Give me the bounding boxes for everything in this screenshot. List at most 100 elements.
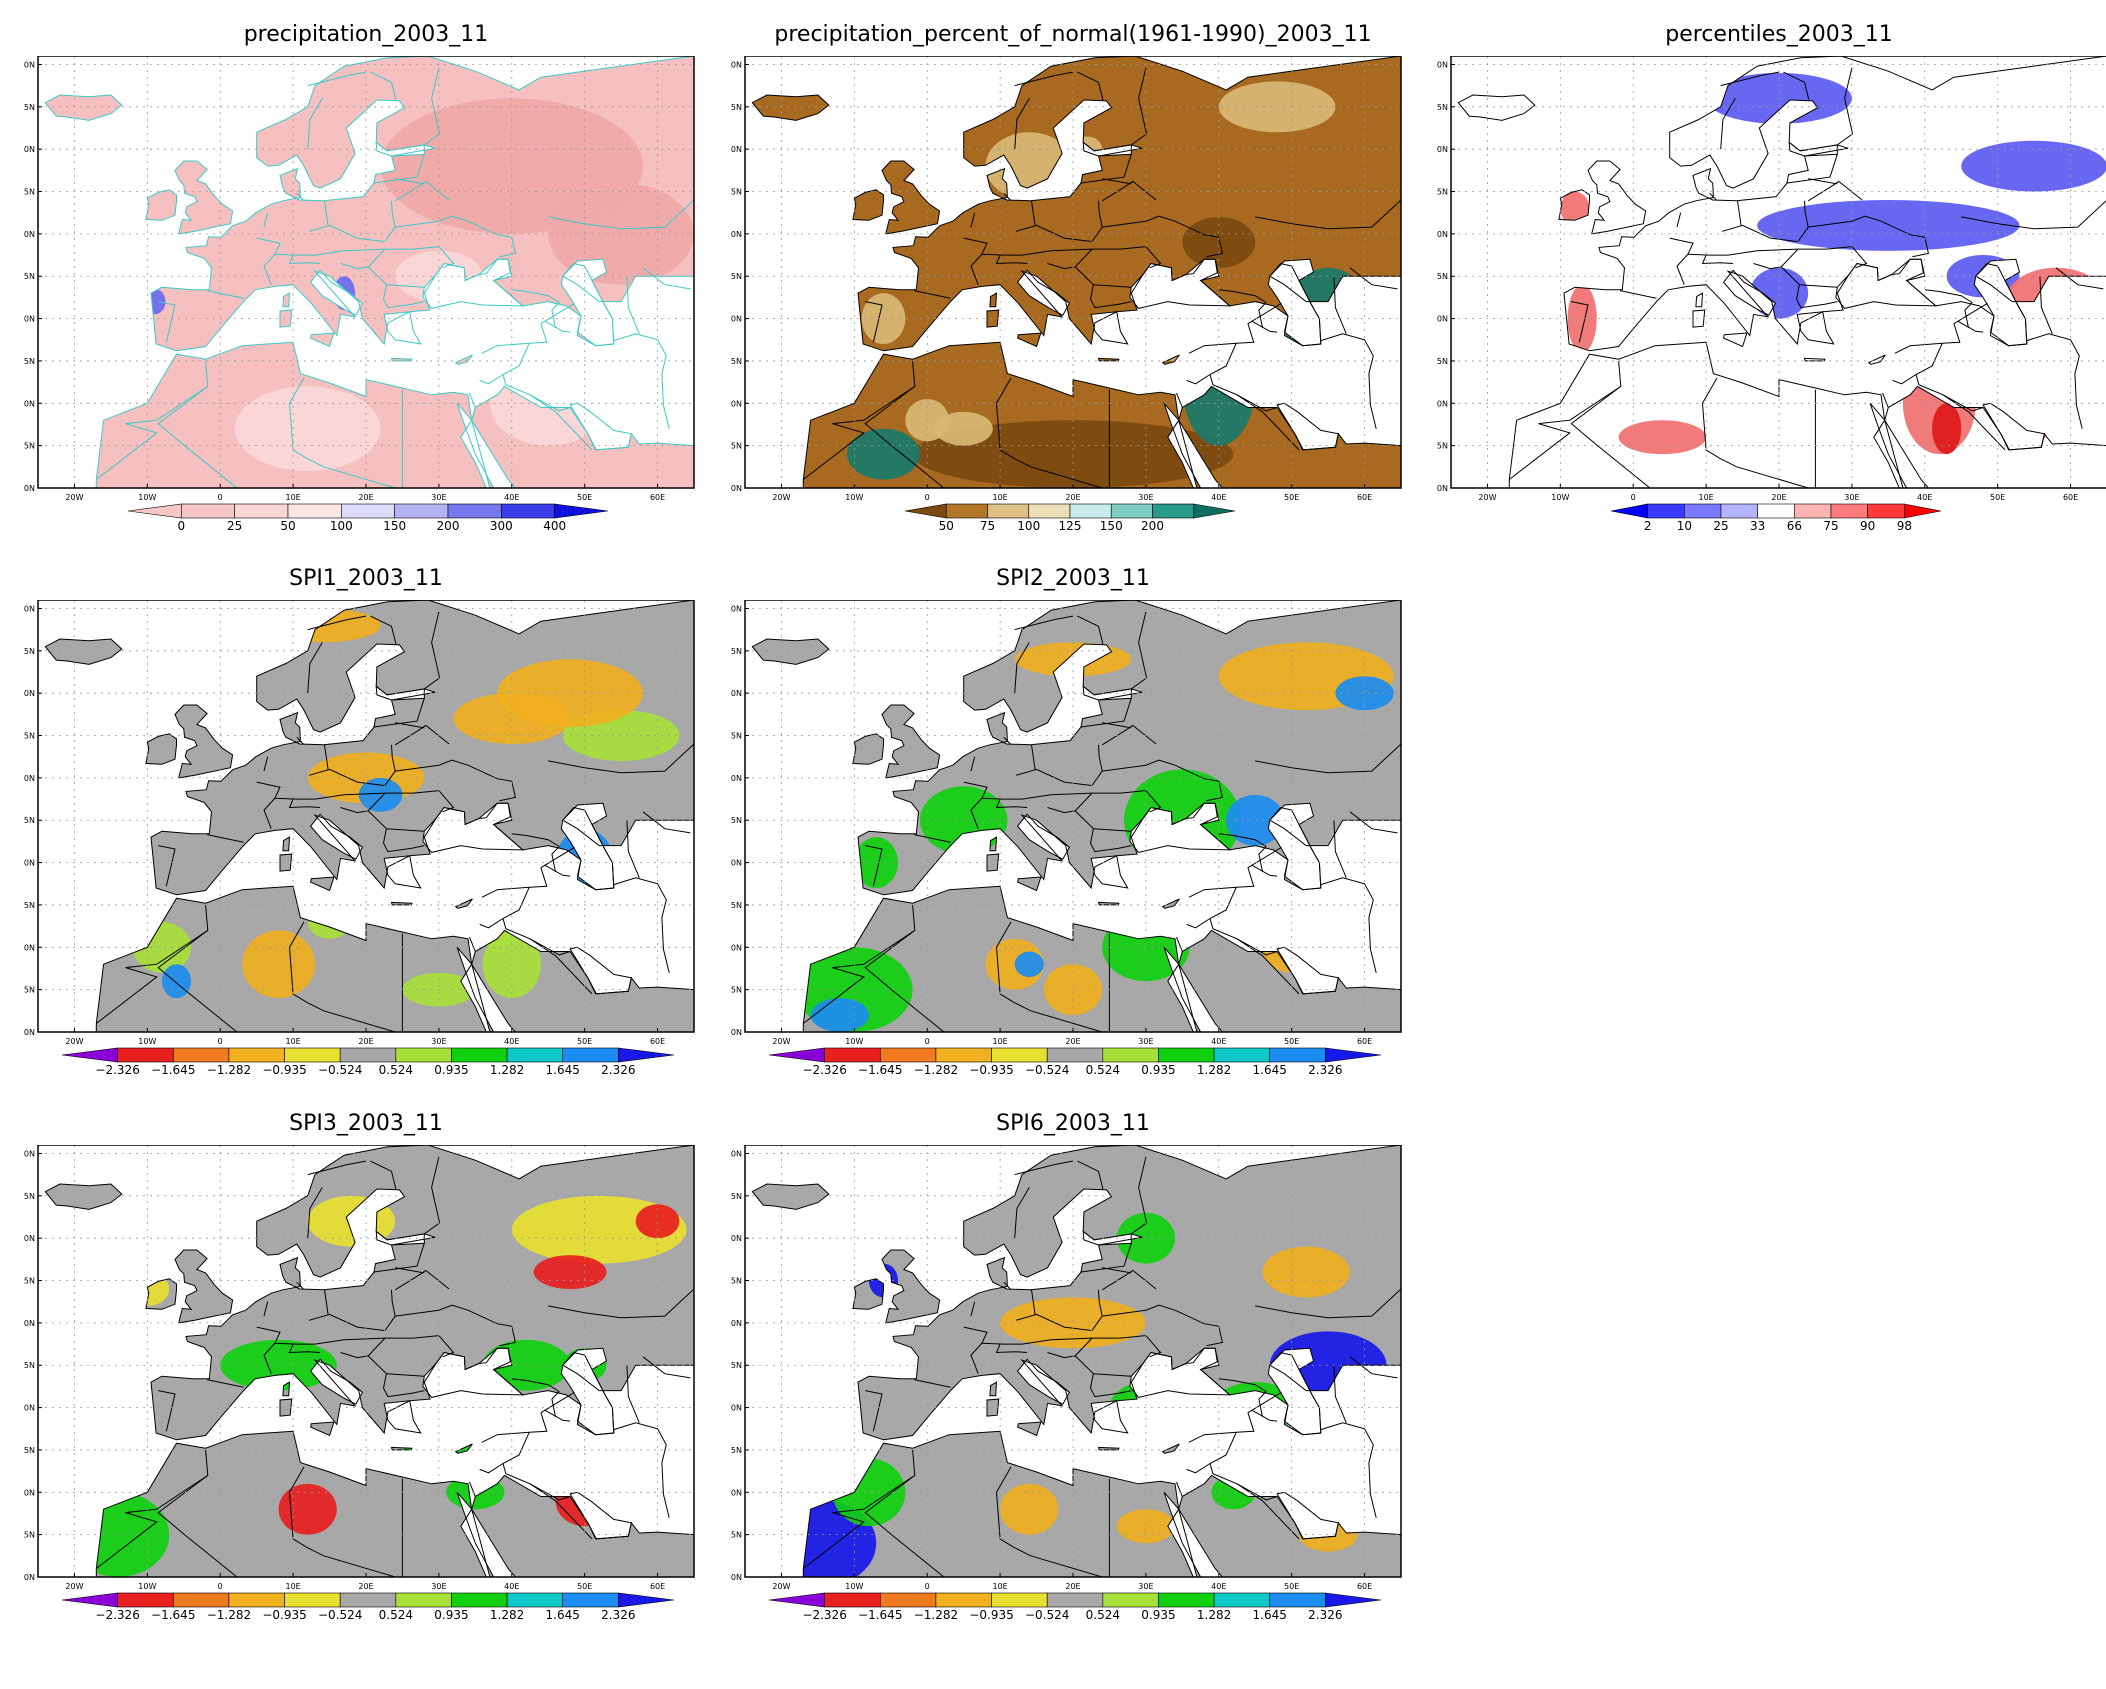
anomaly-patch — [847, 428, 920, 480]
lon-tick-label: 20E — [1771, 493, 1786, 502]
lon-tick-label: 60E — [1357, 1582, 1372, 1591]
lat-tick-label: 45N — [731, 272, 742, 281]
colorbar-arrow-low — [768, 1047, 825, 1063]
border-line — [1218, 289, 1267, 303]
lat-tick-label: 30N — [731, 1488, 742, 1497]
border-line — [296, 736, 304, 745]
map-svg: 70N65N60N55N50N45N40N35N30N25N20N20W10W0… — [19, 55, 695, 533]
border-line — [1894, 323, 1961, 354]
border-line — [344, 790, 439, 796]
colorbar-swatch — [501, 503, 555, 519]
graticule — [745, 600, 1401, 1032]
colorbar-swatch — [991, 1047, 1048, 1063]
coastline — [150, 56, 694, 352]
border-line — [263, 1301, 269, 1317]
lat-tick-label: 40N — [24, 1404, 35, 1413]
colorbar-swatch — [824, 1592, 881, 1608]
border-line — [1206, 1326, 1223, 1347]
border-line — [981, 1339, 1052, 1345]
coastline — [375, 685, 436, 701]
colorbar-label: −1.282 — [914, 1608, 958, 1622]
colorbar-swatch — [1102, 1592, 1159, 1608]
coastline — [145, 189, 177, 221]
border-line — [288, 377, 396, 488]
border-line — [1003, 736, 1011, 745]
lon-tick-label: 60E — [650, 1037, 665, 1046]
colorbar-label: 75 — [980, 519, 995, 533]
border-line — [642, 811, 691, 834]
colorbar-swatch — [824, 1047, 881, 1063]
panel-title: SPI2_2003_11 — [996, 566, 1150, 591]
colorbar-swatch — [395, 1592, 452, 1608]
anomaly-patch — [1757, 200, 2020, 251]
colorbar-swatch — [1152, 503, 1195, 519]
border-line — [802, 1449, 916, 1569]
coastline — [44, 94, 123, 121]
border-line — [1687, 250, 1758, 256]
border-line — [1333, 1365, 1347, 1423]
lon-tick-label: 0 — [925, 493, 930, 502]
lat-tick-label: 60N — [24, 145, 35, 154]
border-line — [2026, 333, 2083, 429]
border-line — [1051, 246, 1146, 252]
border-line — [424, 1156, 441, 1235]
lat-tick-label: 25N — [731, 986, 742, 995]
anomaly-patch — [1226, 794, 1285, 846]
border-line — [424, 67, 441, 146]
border-line — [529, 1483, 593, 1540]
border-line — [865, 845, 883, 887]
colorbar-label: 1.282 — [1197, 1063, 1231, 1077]
land-iceland — [1458, 95, 1535, 121]
lon-tick-label: 50E — [1284, 1582, 1299, 1591]
lat-tick-label: 45N — [24, 816, 35, 825]
border-line — [970, 212, 976, 228]
anomaly-patch — [934, 411, 993, 446]
border-line — [995, 798, 1028, 809]
border-line — [544, 320, 571, 333]
coastline — [560, 1347, 615, 1436]
coastline — [1016, 1358, 1071, 1405]
colorbar-arrow-high — [1325, 1592, 1382, 1608]
land-sicily — [310, 877, 334, 891]
lon-tick-label: 10W — [845, 493, 863, 502]
border-line — [1251, 1409, 1278, 1422]
lon-tick-label: 0 — [925, 1037, 930, 1046]
border-line — [1188, 1412, 1255, 1443]
border-line — [544, 864, 571, 877]
border-line — [288, 1466, 396, 1577]
anomaly-patch — [1182, 216, 1256, 268]
colorbar-label: 75 — [1823, 519, 1838, 533]
lon-tick-label: 0 — [1631, 493, 1636, 502]
border-line — [1508, 360, 1622, 480]
lat-tick-label: 60N — [1437, 145, 1448, 154]
border-line — [308, 1313, 385, 1331]
border-line — [373, 1243, 425, 1273]
colorbar-label: 300 — [490, 519, 513, 533]
map-area: 70N 65N 60N 55N 50N 45N 40N 35N 30N 25N 20N 20W 10W 0… — [19, 1144, 695, 1622]
coastline — [390, 901, 413, 906]
colorbar-label: 1.282 — [490, 1608, 524, 1622]
border-line — [1031, 1289, 1036, 1315]
lon-tick-label: 20E — [358, 1037, 373, 1046]
border-line — [438, 790, 455, 813]
coastline — [751, 638, 830, 665]
panel-percentiles: percentiles_2003_11 70N 65N 60N 55N 50N 45N 40N… — [1432, 22, 2106, 596]
border-line — [1003, 192, 1011, 201]
border-line — [157, 930, 238, 1032]
border-line — [1851, 246, 1868, 269]
coastline — [375, 1230, 436, 1246]
coastline — [1016, 269, 1071, 316]
land-iceland — [45, 95, 122, 121]
anomaly-patch — [533, 1255, 607, 1289]
lat-tick-label: 20N — [731, 1028, 742, 1037]
coastline — [1090, 855, 1129, 889]
sea-caspian — [1268, 259, 1321, 346]
lat-tick-label: 25N — [731, 442, 742, 451]
lat-tick-label: 55N — [24, 1277, 35, 1286]
border-line — [1701, 377, 1809, 488]
coastline — [390, 1446, 413, 1451]
border-line — [1721, 224, 1798, 242]
graticule — [745, 1145, 1401, 1577]
lon-tick-label: 0 — [218, 493, 223, 502]
land-sicily — [1017, 877, 1041, 891]
